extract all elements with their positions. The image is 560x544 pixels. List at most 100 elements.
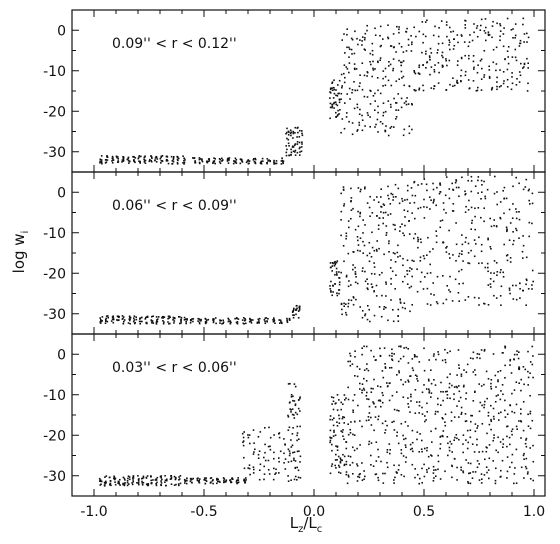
data-point	[155, 161, 158, 163]
data-point	[249, 442, 251, 445]
data-point	[523, 33, 526, 35]
data-point	[377, 448, 379, 451]
data-point	[361, 114, 363, 117]
data-point	[377, 385, 379, 387]
data-point	[366, 112, 369, 114]
data-point	[155, 320, 158, 323]
data-point	[423, 206, 425, 208]
data-point	[398, 31, 400, 34]
data-point	[495, 467, 497, 470]
data-point	[515, 284, 517, 287]
points-group	[99, 175, 534, 325]
data-point	[389, 452, 391, 455]
data-point	[111, 155, 114, 158]
data-point	[464, 241, 467, 243]
data-point	[467, 262, 469, 264]
data-point	[439, 184, 442, 186]
data-point	[493, 437, 495, 439]
data-point	[437, 49, 439, 51]
data-point	[423, 369, 426, 372]
data-point	[377, 399, 380, 402]
data-point	[282, 160, 285, 162]
data-point	[345, 235, 348, 237]
data-point	[397, 244, 399, 247]
data-point	[352, 268, 354, 271]
data-point	[381, 294, 383, 297]
data-point	[367, 288, 369, 291]
data-point	[391, 193, 394, 196]
data-point	[335, 453, 337, 456]
data-point	[422, 84, 424, 87]
data-point	[520, 378, 522, 381]
data-point	[338, 289, 340, 291]
data-point	[387, 214, 389, 216]
data-point	[428, 388, 430, 390]
data-point	[423, 384, 425, 386]
data-point	[197, 317, 199, 320]
data-point	[350, 284, 352, 286]
data-point	[278, 457, 280, 459]
data-point	[370, 349, 372, 352]
data-point	[234, 317, 236, 320]
data-point	[278, 436, 281, 439]
data-point	[348, 46, 350, 49]
data-point	[448, 446, 451, 449]
data-point	[409, 411, 411, 413]
data-point	[329, 418, 331, 421]
data-point	[128, 319, 131, 322]
data-point	[379, 25, 382, 28]
data-point	[461, 243, 464, 246]
data-point	[408, 286, 411, 289]
data-point	[354, 30, 356, 33]
data-point	[383, 347, 386, 349]
data-point	[483, 220, 485, 223]
data-point	[476, 89, 479, 92]
data-point	[191, 481, 193, 484]
data-point	[388, 240, 390, 242]
data-point	[264, 443, 266, 446]
data-point	[359, 382, 361, 385]
data-point	[213, 157, 215, 159]
data-point	[350, 209, 353, 211]
data-point	[424, 35, 427, 38]
data-point	[465, 439, 467, 441]
data-point	[424, 415, 426, 417]
data-point	[434, 427, 437, 430]
data-point	[150, 160, 153, 163]
data-point	[468, 199, 470, 202]
data-point	[474, 215, 476, 218]
data-point	[493, 418, 495, 420]
data-point	[461, 35, 463, 37]
data-point	[496, 85, 498, 88]
data-point	[452, 254, 454, 256]
data-point	[371, 53, 374, 56]
data-point	[419, 238, 422, 240]
data-point	[449, 48, 451, 51]
data-point	[399, 255, 401, 257]
data-point	[417, 380, 419, 382]
data-point	[515, 84, 518, 86]
data-point	[483, 76, 485, 78]
data-point	[348, 226, 350, 229]
data-point	[290, 131, 292, 133]
data-point	[398, 371, 400, 374]
data-point	[290, 446, 293, 448]
data-point	[331, 87, 333, 89]
data-point	[260, 162, 263, 165]
data-point	[135, 316, 137, 318]
data-point	[471, 477, 474, 479]
data-point	[426, 254, 428, 256]
data-point	[206, 161, 209, 164]
data-point	[426, 303, 429, 305]
data-point	[511, 76, 513, 78]
data-point	[191, 318, 193, 320]
data-point	[460, 373, 463, 376]
data-point	[518, 366, 520, 368]
data-point	[344, 52, 346, 54]
data-point	[467, 45, 470, 48]
data-point	[128, 476, 131, 478]
data-point	[448, 289, 450, 291]
data-point	[361, 391, 363, 394]
data-point	[404, 307, 406, 310]
data-point	[253, 158, 255, 160]
